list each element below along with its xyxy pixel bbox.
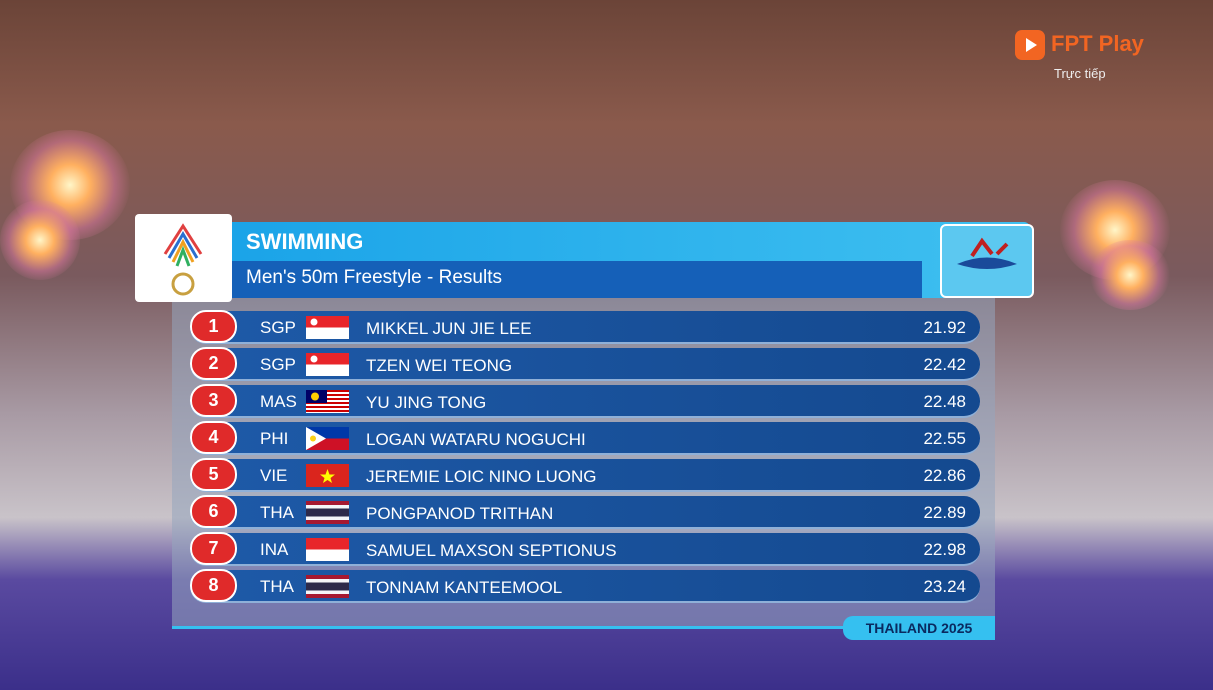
rank: 6 [190, 495, 237, 528]
flag-art [306, 464, 349, 487]
games-logo [135, 214, 232, 302]
flag-art [306, 575, 349, 598]
time: 22.55 [923, 429, 966, 448]
country-code: VIE [260, 466, 288, 485]
result-row: 5 VIE JEREMIE LOIC NINO LUONG 22.86 [190, 458, 980, 492]
time: 23.24 [923, 577, 966, 596]
time: 22.42 [923, 355, 966, 374]
live-status: Trực tiếp [1054, 66, 1106, 81]
time: 22.89 [923, 503, 966, 522]
result-row: 2 SGP TZEN WEI TEONG 22.42 [190, 347, 980, 381]
flag [306, 575, 349, 598]
country-code: THA [260, 503, 294, 522]
rank: 3 [190, 384, 237, 417]
sport-icon [940, 224, 1034, 298]
result-row: 6 THA PONGPANOD TRITHAN 22.89 [190, 495, 980, 529]
time: 22.86 [923, 466, 966, 485]
athlete-name: YU JING TONG [366, 393, 487, 412]
footer-tag: THAILAND 2025 [843, 616, 995, 640]
time: 22.98 [923, 540, 966, 559]
time: 22.48 [923, 392, 966, 411]
flag-art [306, 353, 349, 376]
athlete-name: SAMUEL MAXSON SEPTIONUS [366, 541, 617, 560]
result-row: 7 INA SAMUEL MAXSON SEPTIONUS 22.98 [190, 532, 980, 566]
subtitle: Men's 50m Freestyle - Results [246, 267, 502, 288]
firework [1090, 240, 1170, 310]
rank: 2 [190, 347, 237, 380]
country-code: MAS [260, 392, 297, 411]
flag [306, 316, 349, 339]
flag [306, 427, 349, 450]
athlete-name: TONNAM KANTEEMOOL [366, 578, 563, 597]
brand-name: FPT Play [1051, 30, 1144, 56]
athlete-name: LOGAN WATARU NOGUCHI [366, 430, 586, 449]
footer-line [172, 626, 995, 629]
firework [0, 200, 80, 280]
flag-art [306, 538, 349, 561]
rank: 7 [190, 532, 237, 565]
time: 21.92 [923, 318, 966, 337]
subheader-bar [232, 261, 922, 298]
flag-art [306, 501, 349, 524]
sport-icon-art [957, 237, 1017, 269]
result-row: 3 MAS YU JING TONG 22.48 [190, 384, 980, 418]
rank: 4 [190, 421, 237, 454]
flag [306, 353, 349, 376]
athlete-name: PONGPANOD TRITHAN [366, 504, 554, 523]
brand: FPT Play [1015, 30, 1144, 60]
title: SWIMMING [246, 229, 364, 254]
country-code: SGP [260, 318, 296, 337]
country-code: THA [260, 577, 294, 596]
rank: 5 [190, 458, 237, 491]
flag [306, 464, 349, 487]
country-code: PHI [260, 429, 289, 448]
flag-art [306, 427, 349, 450]
rank: 1 [190, 310, 237, 343]
athlete-name: MIKKEL JUN JIE LEE [366, 319, 532, 338]
rank: 8 [190, 569, 237, 602]
country-code: SGP [260, 355, 296, 374]
result-row: 1 SGP MIKKEL JUN JIE LEE 21.92 [190, 310, 980, 344]
athlete-name: JEREMIE LOIC NINO LUONG [366, 467, 597, 486]
result-row: 4 PHI LOGAN WATARU NOGUCHI 22.55 [190, 421, 980, 455]
athlete-name: TZEN WEI TEONG [366, 356, 513, 375]
flag [306, 538, 349, 561]
brand-icon [1015, 30, 1045, 60]
flag [306, 501, 349, 524]
flag-art [306, 316, 349, 339]
result-row: 8 THA TONNAM KANTEEMOOL 23.24 [190, 569, 980, 603]
country-code: INA [260, 540, 289, 559]
games-logo-art [163, 223, 203, 296]
flag-art [306, 390, 349, 413]
flag [306, 390, 349, 413]
